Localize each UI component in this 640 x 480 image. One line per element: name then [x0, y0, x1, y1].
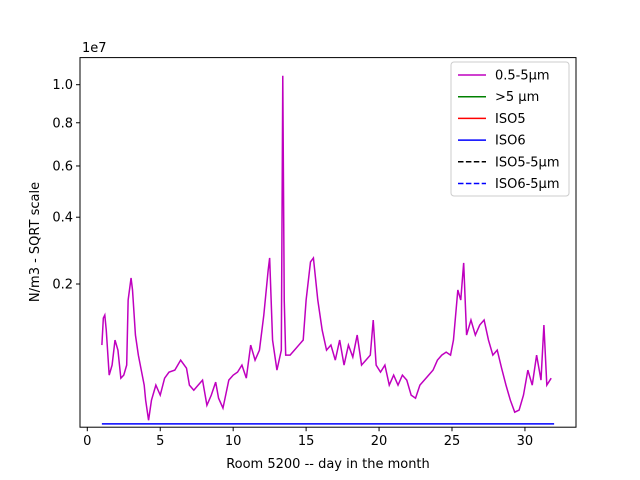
y-tick-label: 0.8: [52, 116, 73, 131]
plot-lines: [101, 75, 555, 425]
y-tick-label: 0.6: [52, 159, 73, 174]
x-tick-label: 15: [298, 434, 315, 449]
legend-box: [450, 61, 570, 197]
x-tick-label: 0: [83, 434, 91, 449]
legend-label: ISO6-5µm: [495, 177, 560, 192]
legend-label: 0.5-5µm: [495, 69, 550, 84]
legend-label: >5 µm: [495, 90, 539, 105]
plot-frame: [79, 57, 577, 428]
x-tick-label: 10: [225, 434, 242, 449]
legend-label: ISO6: [495, 134, 526, 149]
x-axis-label: Room 5200 -- day in the month: [226, 457, 430, 472]
legend-label: ISO5: [495, 112, 526, 127]
x-tick-label: 30: [517, 434, 534, 449]
legend-label: ISO5-5µm: [495, 155, 560, 170]
y-axis-label: N/m3 - SQRT scale: [28, 182, 43, 302]
y-offset-label: 1e7: [82, 41, 107, 56]
y-tick-label: 1.0: [52, 78, 73, 93]
y-tick-label: 0.2: [52, 277, 73, 292]
x-tick-label: 20: [371, 434, 388, 449]
x-tick-label: 5: [156, 434, 164, 449]
x-tick-label: 25: [444, 434, 461, 449]
series-line: [101, 75, 552, 421]
y-tick-label: 0.4: [52, 211, 73, 226]
